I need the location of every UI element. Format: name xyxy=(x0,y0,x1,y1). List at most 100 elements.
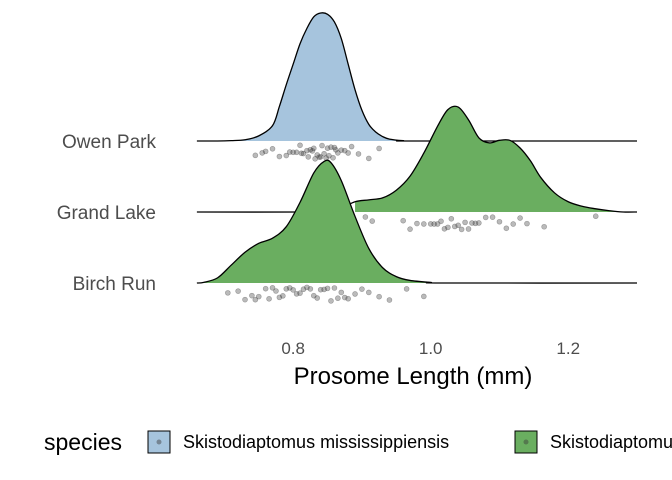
data-point xyxy=(321,150,327,157)
legend-label: Skistodiaptomus pallidus xyxy=(550,432,672,452)
data-point xyxy=(465,226,472,232)
data-point xyxy=(365,289,372,296)
data-point xyxy=(317,154,324,160)
ridge-owen-park xyxy=(196,12,638,162)
data-point xyxy=(225,290,231,296)
data-point xyxy=(355,151,362,157)
data-point xyxy=(276,153,283,160)
data-point xyxy=(326,152,332,159)
data-point xyxy=(472,220,479,227)
data-point xyxy=(335,295,341,302)
data-point xyxy=(283,152,290,159)
data-point xyxy=(252,296,259,303)
ridges-group xyxy=(196,12,638,304)
data-point xyxy=(328,298,334,304)
legend-key-point xyxy=(523,439,529,445)
x-tick-label: 1.0 xyxy=(419,339,443,358)
data-point xyxy=(541,223,547,230)
data-point xyxy=(249,292,255,299)
y-tick-label: Birch Run xyxy=(73,274,156,295)
data-point xyxy=(489,214,496,220)
data-point xyxy=(341,294,348,301)
ridge-fill xyxy=(200,160,431,283)
data-point xyxy=(269,146,276,152)
data-point xyxy=(345,150,351,156)
data-point xyxy=(365,155,372,162)
data-point xyxy=(286,285,293,291)
data-point xyxy=(421,221,427,227)
data-point xyxy=(332,147,339,153)
data-point xyxy=(403,286,410,292)
data-point xyxy=(290,149,296,156)
y-tick-labels: Owen Park Grand Lake Birch Run xyxy=(57,132,157,295)
data-point xyxy=(262,148,269,155)
data-point xyxy=(407,226,413,232)
ridge-fill xyxy=(196,12,400,142)
data-point xyxy=(469,220,475,226)
ridge-grand-lake xyxy=(196,105,638,233)
legend-label: Skistodiaptomus mississippiensis xyxy=(183,432,449,452)
data-point xyxy=(335,150,341,156)
x-tick-label: 1.2 xyxy=(556,339,580,358)
data-point xyxy=(431,221,437,227)
data-point xyxy=(482,214,489,221)
legend-key-point xyxy=(156,439,162,445)
legend-key xyxy=(514,430,538,454)
data-point xyxy=(341,147,348,154)
data-point xyxy=(345,295,351,302)
legend-key xyxy=(147,430,171,454)
data-point xyxy=(462,219,468,226)
data-point xyxy=(307,286,314,292)
data-point xyxy=(376,145,382,152)
data-point xyxy=(252,152,259,159)
data-point xyxy=(235,288,241,294)
x-axis-ticks: 0.8 1.0 1.2 xyxy=(281,339,580,358)
y-tick-label: Grand Lake xyxy=(57,203,156,224)
data-point xyxy=(510,221,517,227)
data-point xyxy=(304,284,310,291)
data-point xyxy=(376,293,382,300)
data-point xyxy=(331,144,338,151)
data-point xyxy=(259,150,266,156)
ridge-birch-run xyxy=(196,159,638,304)
data-point xyxy=(300,150,307,157)
data-point xyxy=(427,221,434,227)
data-point xyxy=(310,292,317,299)
data-point xyxy=(314,152,321,158)
data-point xyxy=(255,293,262,300)
data-point xyxy=(307,146,314,153)
data-point xyxy=(324,145,331,151)
data-point xyxy=(328,144,334,150)
data-point xyxy=(316,154,323,160)
data-point xyxy=(305,154,312,160)
data-point xyxy=(441,226,448,232)
ridge-outline xyxy=(196,159,638,284)
data-point xyxy=(445,224,451,231)
data-point xyxy=(338,147,345,153)
legend: species Skistodiaptomus mississippiensis… xyxy=(44,429,672,455)
ridge-outline xyxy=(196,12,638,142)
data-point xyxy=(414,220,420,227)
data-point xyxy=(286,149,293,155)
data-point xyxy=(352,291,358,297)
legend-title: species xyxy=(44,429,122,455)
data-point xyxy=(438,218,444,225)
data-point xyxy=(369,218,376,224)
y-tick-label: Owen Park xyxy=(62,132,156,153)
data-point xyxy=(283,286,290,292)
data-point xyxy=(269,285,276,291)
data-point xyxy=(273,288,279,294)
data-point xyxy=(293,149,300,156)
data-point xyxy=(321,286,327,293)
data-point xyxy=(400,217,406,224)
data-point xyxy=(276,294,283,301)
data-point xyxy=(458,226,465,233)
data-point xyxy=(503,225,510,232)
data-point xyxy=(266,296,272,302)
ridge-outline xyxy=(196,105,638,213)
data-point xyxy=(293,291,300,297)
data-point xyxy=(314,295,321,301)
data-point xyxy=(421,293,427,300)
data-point xyxy=(298,150,305,157)
data-point xyxy=(517,215,523,221)
